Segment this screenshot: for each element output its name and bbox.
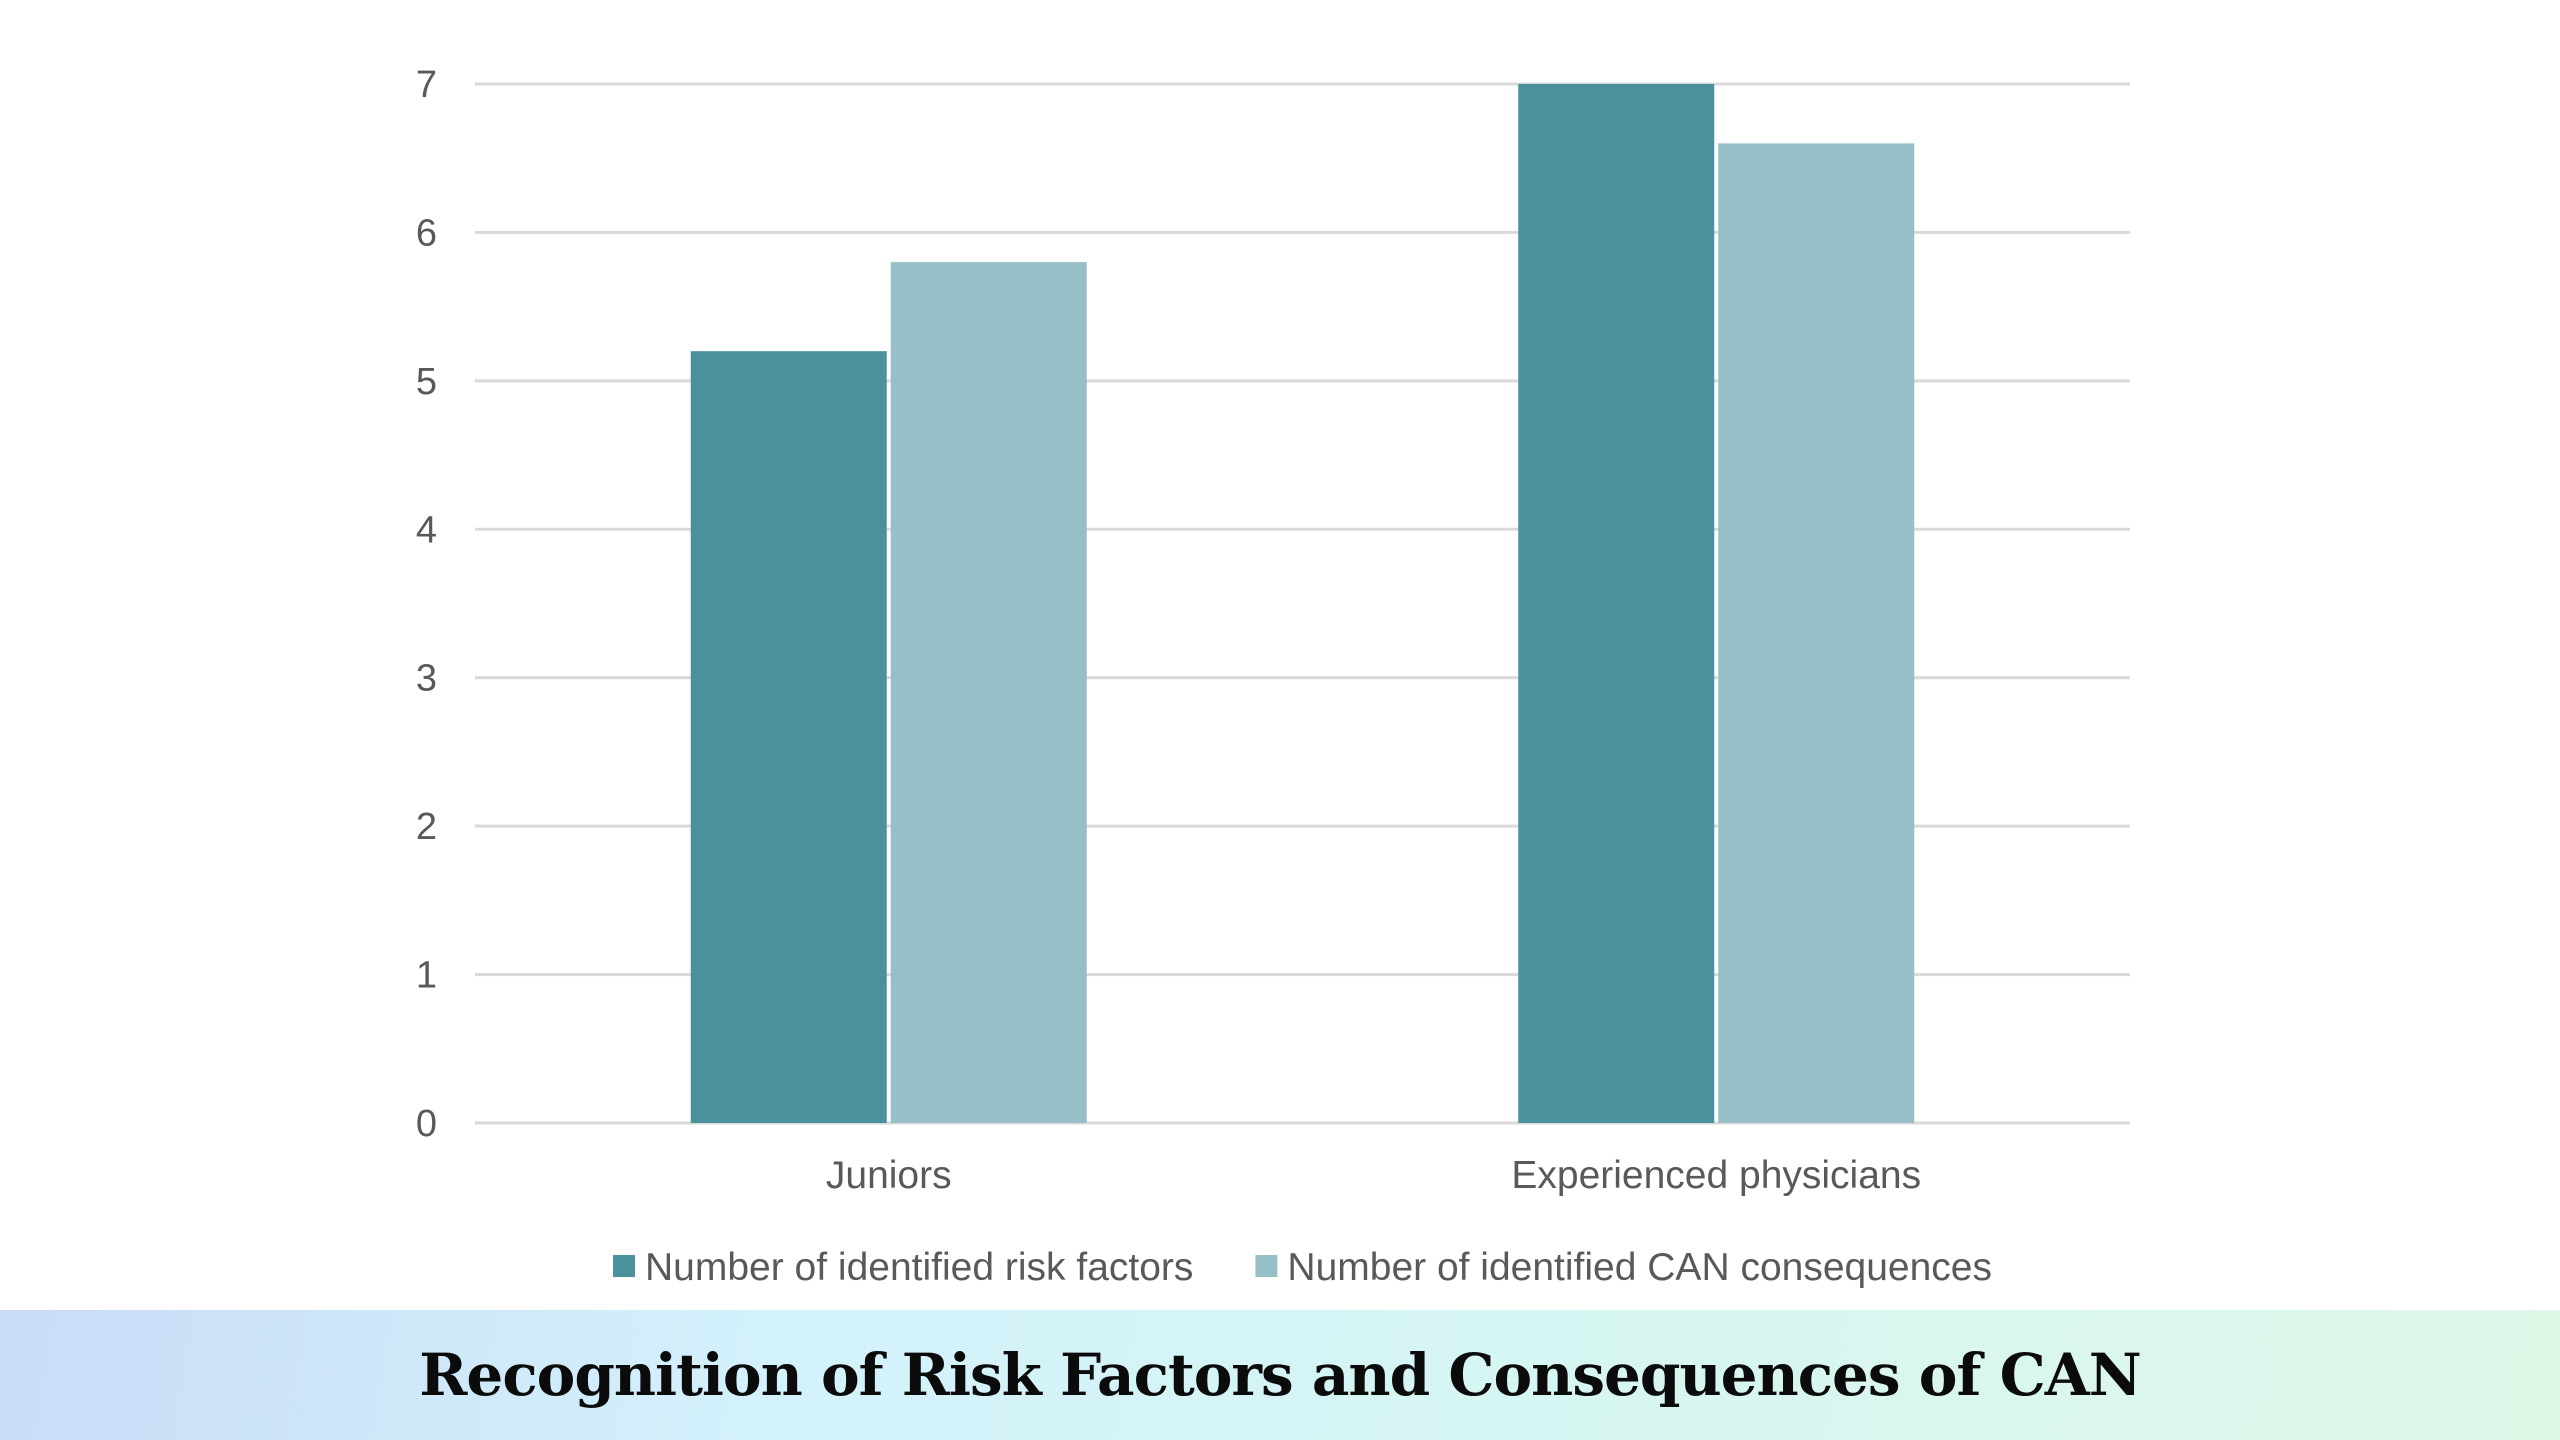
legend-item: Number of identified risk factors: [613, 1246, 1193, 1289]
bars: [690, 84, 1915, 1124]
legend: Number of identified risk factors Number …: [613, 1246, 1992, 1289]
y-tick-label: 5: [416, 361, 437, 403]
y-tick-label: 1: [416, 955, 437, 997]
bar-juniors-series-1: [690, 351, 887, 1124]
x-axis-categories: Juniors Experienced physicians: [826, 1154, 1921, 1197]
legend-label: Number of identified CAN consequences: [1287, 1246, 1992, 1289]
legend-swatch: [1255, 1255, 1278, 1277]
y-tick-label: 6: [416, 212, 437, 254]
x-category-label: Juniors: [826, 1154, 952, 1197]
y-tick-label: 3: [416, 658, 437, 700]
y-tick-label: 4: [416, 509, 437, 551]
y-tick-label: 7: [416, 64, 437, 106]
footer-banner: Recognition of Risk Factors and Conseque…: [0, 1310, 2560, 1440]
bar-experienced-physicians-series-2: [1718, 143, 1915, 1123]
bar-juniors-series-2: [890, 262, 1087, 1124]
x-category-label: Experienced physicians: [1511, 1154, 1921, 1197]
bar-experienced-physicians-series-1: [1518, 84, 1715, 1123]
y-tick-label: 0: [416, 1103, 437, 1145]
legend-item: Number of identified CAN consequences: [1255, 1246, 1992, 1289]
y-tick-label: 2: [416, 806, 437, 848]
legend-label: Number of identified risk factors: [645, 1246, 1193, 1289]
y-axis-ticks: 0 1 2 3 4 5 6 7: [416, 64, 437, 1145]
legend-swatch: [613, 1255, 636, 1277]
chart-title: Recognition of Risk Factors and Conseque…: [419, 1341, 2142, 1409]
